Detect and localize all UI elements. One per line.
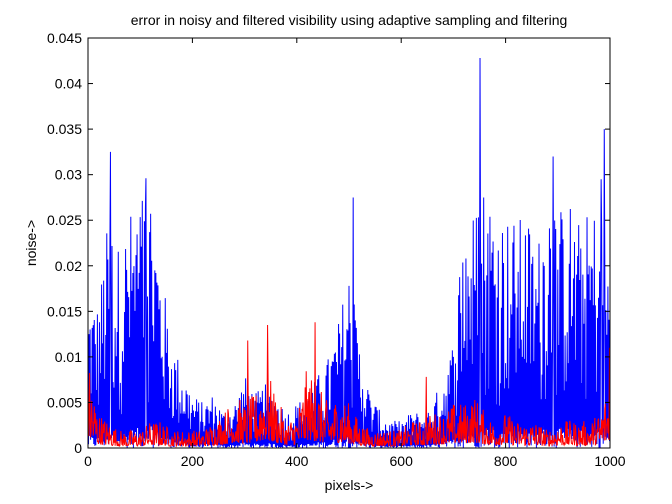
- x-axis-label: pixels->: [325, 477, 374, 493]
- y-tick-label: 0.03: [55, 167, 82, 183]
- x-tick-label: 1000: [594, 453, 625, 469]
- y-tick-label: 0.01: [55, 349, 82, 365]
- noisy-series-line: [88, 58, 610, 448]
- axes-box: [87, 37, 611, 449]
- x-tick-label: 800: [494, 453, 518, 469]
- plot-area: 0 200 400 600 800 1000 0 0.005 0.01 0.015 0.02 0.02…: [47, 30, 626, 469]
- y-tick-label: 0.035: [47, 121, 82, 137]
- y-axis-label: noise->: [23, 220, 39, 266]
- filtered-series-line: [88, 322, 610, 448]
- y-tick-label: 0.045: [47, 30, 82, 46]
- x-tick-label: 0: [84, 453, 92, 469]
- y-tick-label: 0.015: [47, 303, 82, 319]
- x-tick-label: 600: [390, 453, 414, 469]
- y-tick-label: 0.04: [55, 76, 82, 92]
- y-tick-label: 0: [74, 440, 82, 456]
- y-tick-label: 0.025: [47, 212, 82, 228]
- x-tick-label: 200: [181, 453, 205, 469]
- y-tick-label: 0.02: [55, 258, 82, 274]
- chart-title: error in noisy and filtered visibility u…: [131, 12, 568, 28]
- x-tick-label: 400: [285, 453, 309, 469]
- y-tick-label: 0.005: [47, 394, 82, 410]
